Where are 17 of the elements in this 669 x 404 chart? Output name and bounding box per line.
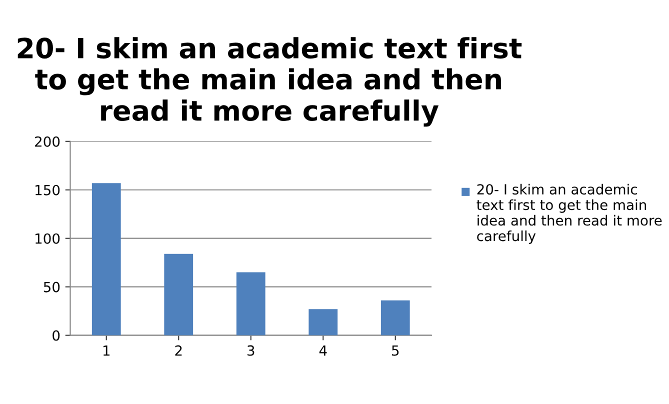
y-tick-label: 200: [35, 136, 60, 147]
y-tick-label: 50: [44, 282, 60, 292]
bar: [308, 309, 338, 336]
y-tick-label: 150: [36, 184, 60, 196]
x-tick-label: 4: [319, 345, 327, 356]
bar: [92, 183, 121, 336]
x-tick-label: 3: [248, 345, 254, 356]
x-tick-label: 2: [175, 345, 182, 356]
x-tick-label: 1: [103, 345, 110, 356]
x-tick-label: 5: [392, 345, 399, 356]
legend-label: 20- I skim an academic text first to get the main idea and then read it more carefully: [476, 184, 662, 244]
chart-title: 20- I skim an academic text first to get the main idea and then read it more carefully: [18, 37, 522, 127]
y-tick-label: 0: [52, 330, 60, 341]
y-tick-label: 100: [36, 233, 60, 244]
bar: [236, 272, 266, 336]
bar: [164, 254, 194, 336]
bar: [380, 300, 410, 336]
